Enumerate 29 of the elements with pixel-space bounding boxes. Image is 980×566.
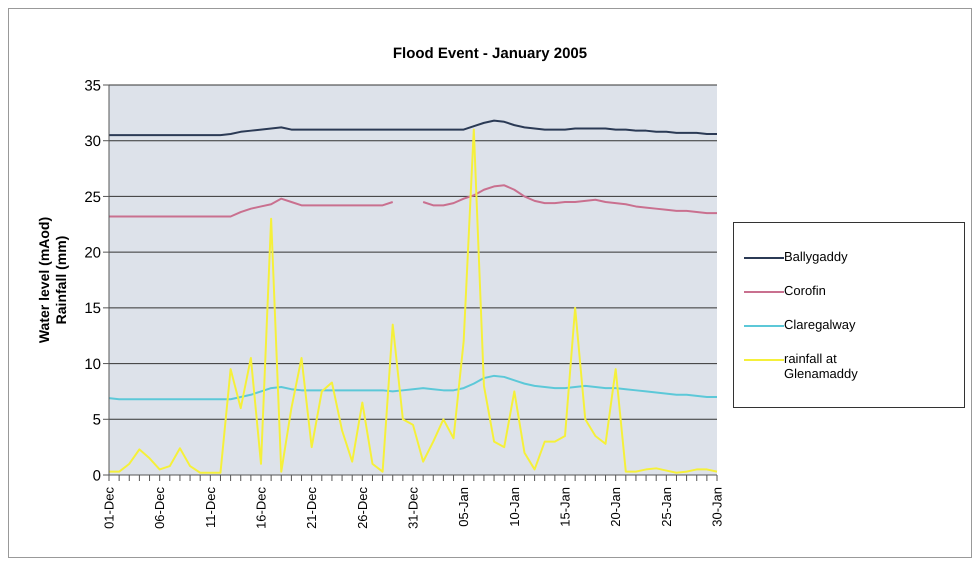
x-tick-label: 20-Jan xyxy=(608,487,624,527)
chart-title: Flood Event - January 2005 xyxy=(392,44,588,64)
y-tick-label: 20 xyxy=(84,244,101,262)
x-tick-label: 06-Dec xyxy=(152,486,168,529)
y-tick-label: 15 xyxy=(84,300,101,318)
legend-label: Ballygaddy xyxy=(784,249,849,264)
y-tick-label: 10 xyxy=(84,356,101,373)
x-tick-label: 26-Dec xyxy=(354,486,370,529)
y-tick-label: 25 xyxy=(84,188,101,206)
y-tick-label: 0 xyxy=(92,467,101,484)
y-tick-label: 30 xyxy=(84,133,101,150)
y-tick-label: 5 xyxy=(92,412,101,429)
x-tick-label: 31-Dec xyxy=(406,486,420,529)
y-axis-title: Water level (mAod) Rainfall (mm) xyxy=(36,216,69,344)
legend-label: Claregalway xyxy=(784,317,857,332)
x-tick-label: 15-Jan xyxy=(558,487,572,527)
x-tick-label: 05-Jan xyxy=(456,487,472,527)
x-tick-label: 16-Dec xyxy=(254,486,268,529)
line-series xyxy=(108,120,718,136)
x-tick-label: 01-Dec xyxy=(102,486,116,529)
line-series xyxy=(108,374,718,400)
legend-label: rainfall at Glenamaddy xyxy=(784,351,859,381)
legend-label: Corofin xyxy=(784,283,827,298)
x-tick-label: 21-Dec xyxy=(304,486,320,529)
y-tick-label: 35 xyxy=(84,77,101,94)
x-tick-label: 10-Jan xyxy=(506,487,522,527)
x-tick-label: 30-Jan xyxy=(710,487,724,527)
x-tick-label: 25-Jan xyxy=(658,487,674,527)
x-tick-label: 11-Dec xyxy=(202,486,218,528)
